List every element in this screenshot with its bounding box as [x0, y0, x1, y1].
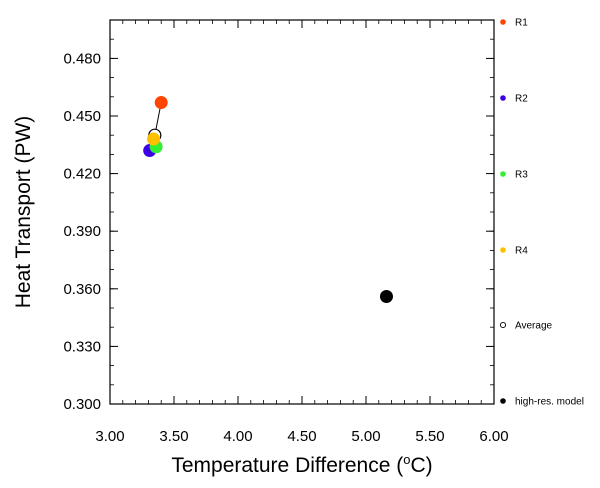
legend-marker-r3	[500, 171, 506, 177]
y-tick-label: 0.330	[63, 338, 101, 355]
y-tick-label: 0.390	[63, 223, 101, 240]
legend-marker-r2	[500, 95, 506, 101]
x-axis-title-degree: o	[403, 452, 410, 467]
y-axis: 0.300 0.330 0.360 0.390 0.420 0.450 0.480	[63, 19, 494, 413]
x-tick-label: 5.50	[415, 428, 444, 445]
point-high-res-model	[379, 289, 393, 303]
legend-marker-r1	[500, 19, 506, 25]
data-points	[143, 96, 393, 303]
legend-marker-high-res-model	[500, 398, 506, 404]
x-tick-label: 6.00	[479, 428, 508, 445]
legend-marker-r4	[500, 247, 506, 253]
y-axis-title: Heat Transport (PW)	[12, 116, 35, 309]
x-tick-label: 3.00	[95, 428, 124, 445]
x-axis-title: Temperature Difference (oC)	[171, 452, 432, 477]
legend-label-r1: R1	[515, 18, 528, 29]
x-tick-label: 5.00	[351, 428, 380, 445]
legend-label-high-res-model: high-res. model	[515, 397, 584, 408]
point-r1	[154, 96, 168, 110]
legend: R1 R2 R3 R4 Average high-res. model	[499, 18, 584, 408]
y-tick-label: 0.300	[63, 396, 101, 413]
x-tick-label: 4.50	[287, 428, 316, 445]
x-axis-title-main: Temperature Difference (	[171, 454, 403, 477]
y-tick-label: 0.360	[63, 281, 101, 298]
x-tick-label: 4.00	[223, 428, 252, 445]
legend-label-r3: R3	[515, 170, 528, 181]
plot-frame	[109, 19, 495, 405]
x-axis-title-unit: C)	[410, 454, 432, 477]
legend-label-r2: R2	[515, 94, 528, 105]
point-r4	[147, 132, 161, 146]
legend-label-average: Average	[515, 321, 553, 332]
y-tick-label: 0.480	[63, 50, 101, 67]
x-axis: 3.00 3.50 4.00 4.50 5.00 5.50 6.00	[95, 20, 509, 445]
x-tick-label: 3.50	[159, 428, 188, 445]
y-tick-label: 0.420	[63, 166, 101, 183]
y-tick-label: 0.450	[63, 108, 101, 125]
legend-marker-average	[499, 321, 507, 329]
legend-label-r4: R4	[515, 246, 528, 257]
